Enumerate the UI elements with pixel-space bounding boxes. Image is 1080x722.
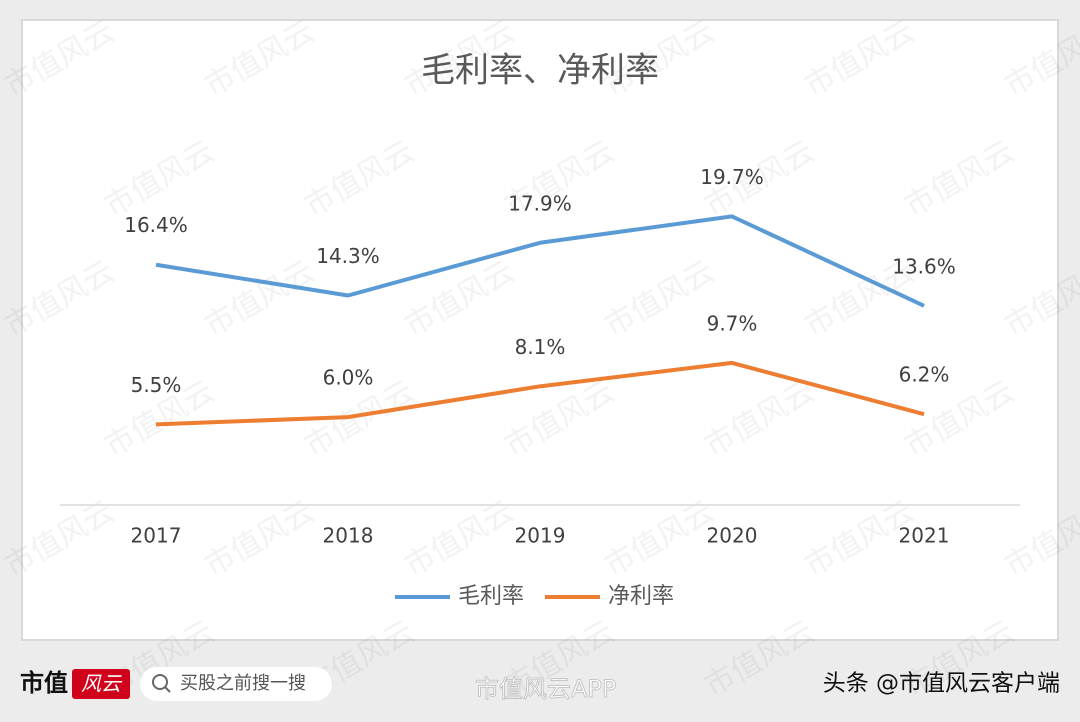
data-label: 9.7%: [707, 311, 758, 335]
data-label: 19.7%: [700, 165, 764, 189]
data-label: 16.4%: [124, 213, 188, 237]
data-label: 17.9%: [508, 191, 572, 215]
chart-title: 毛利率、净利率: [421, 51, 659, 91]
footer-logo-badge: 风云: [81, 672, 123, 696]
logo-badge-bg: [72, 669, 130, 699]
data-label: 8.1%: [515, 335, 566, 359]
data-label: 6.0%: [323, 366, 374, 390]
footer-source: 头条 @市值风云客户端: [823, 671, 1060, 697]
footer-app: 市值风云APP: [475, 675, 616, 703]
search-box[interactable]: [140, 667, 332, 701]
line: [155, 214, 925, 308]
search-icon-handle: [164, 686, 171, 693]
data-label: 6.2%: [899, 363, 950, 387]
plot: 2017 2018 2019 2020 2021 16.4% 14.3% 17.9% 19.7%…: [124, 165, 956, 609]
chart-card: [21, 19, 1059, 641]
data-label: 5.5%: [131, 373, 182, 397]
x-tick-label: 2018: [323, 524, 374, 548]
search-placeholder[interactable]: 买股之前搜一搜: [180, 673, 306, 694]
search-icon: [152, 674, 168, 690]
x-tick-label: 2019: [515, 524, 566, 548]
legend-label: 毛利率: [458, 584, 524, 609]
x-tick-label: 2017: [131, 524, 182, 548]
line: [155, 360, 925, 427]
footer-logo: 市值: [20, 669, 68, 697]
data-label: 14.3%: [316, 244, 380, 268]
x-tick-label: 2021: [899, 524, 950, 548]
legend-label: 净利率: [608, 584, 674, 609]
x-tick-label: 2020: [707, 524, 758, 548]
data-label: 13.6%: [892, 254, 956, 278]
